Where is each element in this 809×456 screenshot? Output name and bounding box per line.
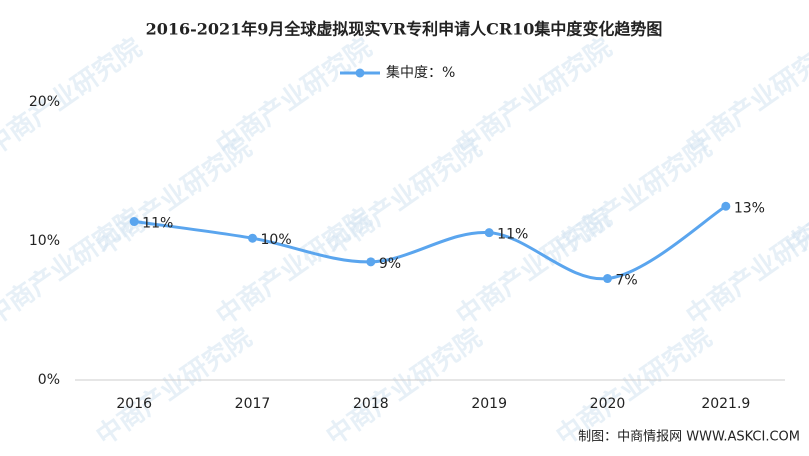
y-tick-label: 0% <box>38 372 60 388</box>
point <box>248 233 257 243</box>
data-label: 11% <box>142 216 173 232</box>
point <box>603 274 612 284</box>
data-label: 11% <box>497 227 528 243</box>
x-tick-label: 2017 <box>235 396 271 412</box>
legend-marker <box>355 68 365 78</box>
data-label: 10% <box>261 232 292 248</box>
point <box>721 201 731 211</box>
x-tick-label: 2021.9 <box>701 396 750 412</box>
chart-title: 2016-2021年9月全球虚拟现实VR专利申请人CR10集中度变化趋势图 <box>146 20 663 39</box>
data-label: 7% <box>616 273 638 289</box>
data-label: 13% <box>734 200 765 216</box>
x-tick-label: 2018 <box>353 396 389 412</box>
point <box>484 228 494 238</box>
legend-label: 集中度：% <box>386 64 455 81</box>
data-label: 9% <box>379 256 401 272</box>
x-tick-label: 2020 <box>590 396 626 412</box>
x-tick-label: 2016 <box>116 396 152 412</box>
x-tick-label: 2019 <box>471 396 507 412</box>
source: 制图：中商情报网 WWW.ASKCI.COM <box>578 430 800 445</box>
y-tick-label: 20% <box>29 94 60 110</box>
point <box>129 217 139 227</box>
point <box>366 257 376 267</box>
y-tick-label: 10% <box>29 233 60 249</box>
